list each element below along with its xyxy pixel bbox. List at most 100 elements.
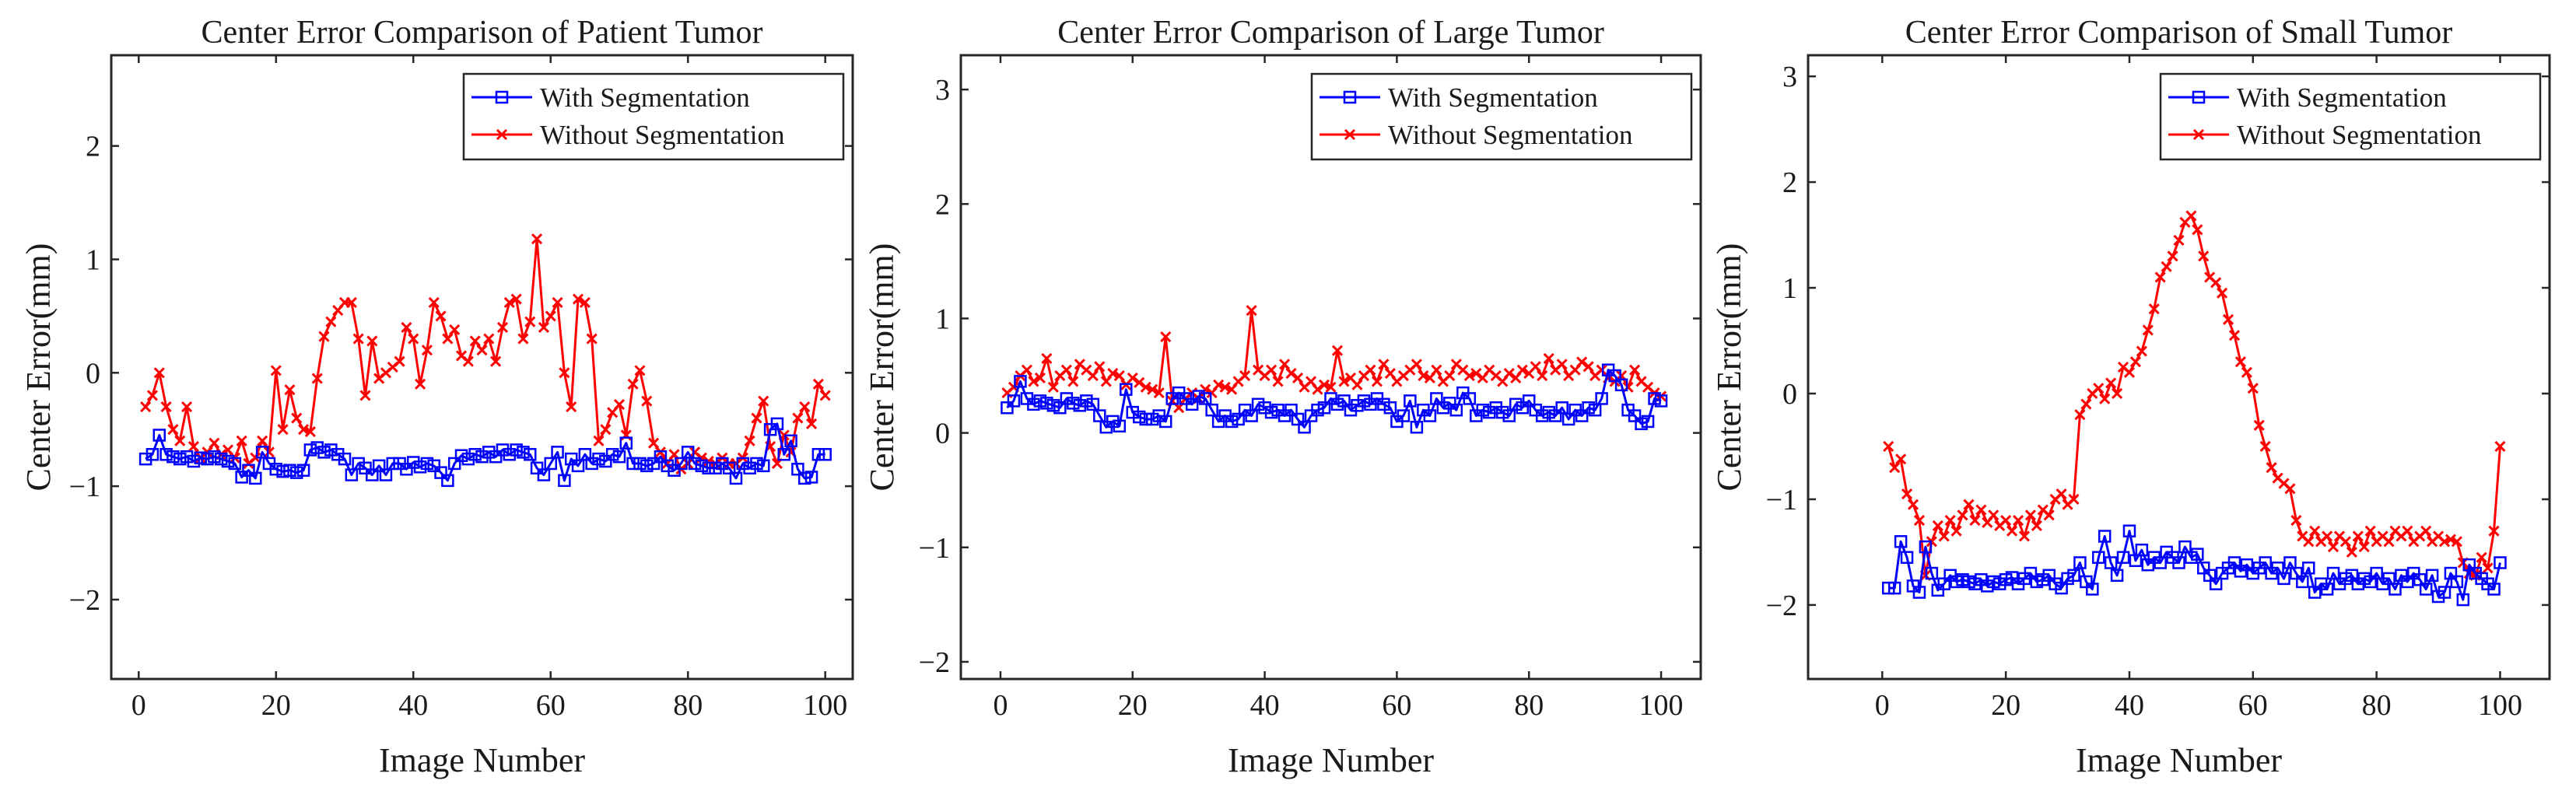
- data-point-square: [537, 468, 551, 481]
- data-point-square: [784, 434, 797, 448]
- data-point-x: [1543, 352, 1554, 365]
- data-point-x: [1021, 364, 1032, 376]
- legend-marker-x: [2192, 128, 2205, 141]
- data-point-square: [695, 459, 709, 473]
- data-point-square: [1919, 540, 1933, 554]
- data-point-x: [1901, 488, 1913, 500]
- legend-marker-x: [1344, 128, 1356, 141]
- data-point-square: [804, 471, 818, 484]
- legend-label: With Segmentation: [540, 82, 750, 113]
- data-point-square: [441, 474, 454, 488]
- data-point-square: [2277, 572, 2290, 586]
- y-axis-label: Center Error(mm): [1710, 243, 1748, 492]
- legend-entry-without-segmentation: Without Segmentation: [2168, 120, 2482, 150]
- data-point-x: [469, 335, 481, 347]
- x-tick-label: 40: [2115, 689, 2144, 722]
- data-point-square: [379, 468, 393, 481]
- data-point-square: [1502, 409, 1516, 422]
- data-point-square: [145, 448, 159, 461]
- y-tick-label: 2: [1782, 166, 1797, 199]
- data-point-square: [1925, 566, 1939, 580]
- data-point-x: [2383, 536, 2395, 548]
- y-tick-label: −2: [919, 646, 950, 679]
- legend-marker-square: [2192, 90, 2206, 104]
- data-point-square: [1080, 394, 1093, 408]
- data-point-square: [1542, 405, 1555, 419]
- data-point-square: [1588, 403, 1602, 417]
- chart-panel-2: Center Error Comparison of Large Tumor 0 2…: [863, 15, 1702, 779]
- x-axis-label: Image Number: [379, 741, 585, 779]
- data-point-x: [2364, 525, 2376, 537]
- data-point-square: [1158, 415, 1172, 429]
- data-point-square: [372, 459, 386, 473]
- data-point-x: [1988, 509, 1999, 521]
- chart-panel-3: Center Error Comparison of Small Tumor 0 2…: [1710, 15, 2551, 779]
- data-point-x: [2192, 224, 2203, 236]
- data-point-square: [551, 446, 564, 459]
- data-point-x: [1147, 383, 1158, 395]
- data-point-square: [2191, 548, 2204, 561]
- x-tick-label: 0: [1875, 689, 1890, 722]
- data-point-x: [257, 435, 268, 446]
- data-point-square: [1284, 403, 1298, 417]
- x-tick-label: 20: [261, 689, 291, 722]
- data-point-square: [1014, 375, 1027, 388]
- data-point-x: [1431, 364, 1442, 376]
- data-point-square: [599, 454, 612, 468]
- data-point-square: [468, 448, 482, 461]
- data-point-x: [1889, 462, 1901, 474]
- data-point-x: [819, 390, 831, 401]
- data-point-x: [1292, 372, 1304, 384]
- data-point-x: [202, 446, 213, 458]
- data-point-x: [593, 435, 605, 446]
- data-point-square: [2104, 556, 2118, 569]
- data-point-square: [1430, 392, 1443, 405]
- data-point-x: [2222, 313, 2234, 325]
- legend-marker-x: [496, 128, 508, 141]
- x-tick-label: 20: [1118, 689, 1148, 722]
- x-tick-label: 40: [1250, 689, 1280, 722]
- data-point-x: [1938, 530, 1950, 542]
- data-point-x: [1932, 520, 1943, 531]
- legend-label: Without Segmentation: [540, 120, 785, 150]
- data-point-square: [750, 457, 763, 471]
- data-point-x: [510, 293, 522, 305]
- data-point-square: [187, 454, 201, 468]
- data-point-square: [173, 452, 187, 466]
- data-point-x: [1576, 356, 1588, 368]
- legend-marker-square: [495, 90, 509, 104]
- data-point-square: [668, 464, 681, 477]
- legend-box: [1310, 72, 1693, 161]
- data-point-x: [531, 233, 543, 245]
- data-point-square: [1232, 412, 1245, 426]
- data-point-x: [1278, 359, 1291, 370]
- data-point-x: [2142, 324, 2154, 336]
- data-point-x: [352, 333, 364, 345]
- data-point-square: [489, 450, 503, 464]
- data-point-x: [2339, 536, 2351, 548]
- legend-label: With Segmentation: [1388, 82, 1598, 113]
- data-point-square: [1086, 397, 1100, 411]
- data-point-square: [447, 457, 461, 471]
- data-point-square: [1192, 390, 1205, 403]
- data-point-x: [476, 345, 488, 356]
- data-point-square: [1357, 394, 1371, 408]
- legend-label: Without Segmentation: [1388, 120, 1633, 150]
- data-point-square: [675, 457, 688, 471]
- data-point-square: [729, 471, 743, 485]
- data-point-x: [462, 355, 474, 367]
- data-point-x: [2161, 261, 2172, 272]
- legend-entry-with-segmentation: With Segmentation: [2168, 82, 2447, 113]
- data-point-x: [538, 321, 549, 334]
- data-point-x: [1351, 379, 1363, 390]
- data-point-x: [2346, 546, 2357, 558]
- legend: With Segmentation Without Segmentation: [2159, 72, 2542, 161]
- data-point-x: [1629, 364, 1641, 376]
- data-point-square: [386, 457, 400, 471]
- data-point-x: [2482, 562, 2494, 574]
- data-point-square: [1264, 405, 1278, 419]
- data-point-square: [1548, 409, 1562, 422]
- y-axis-label: Center Error(mm): [863, 243, 901, 492]
- data-point-square: [722, 461, 736, 475]
- data-point-x: [1503, 368, 1515, 380]
